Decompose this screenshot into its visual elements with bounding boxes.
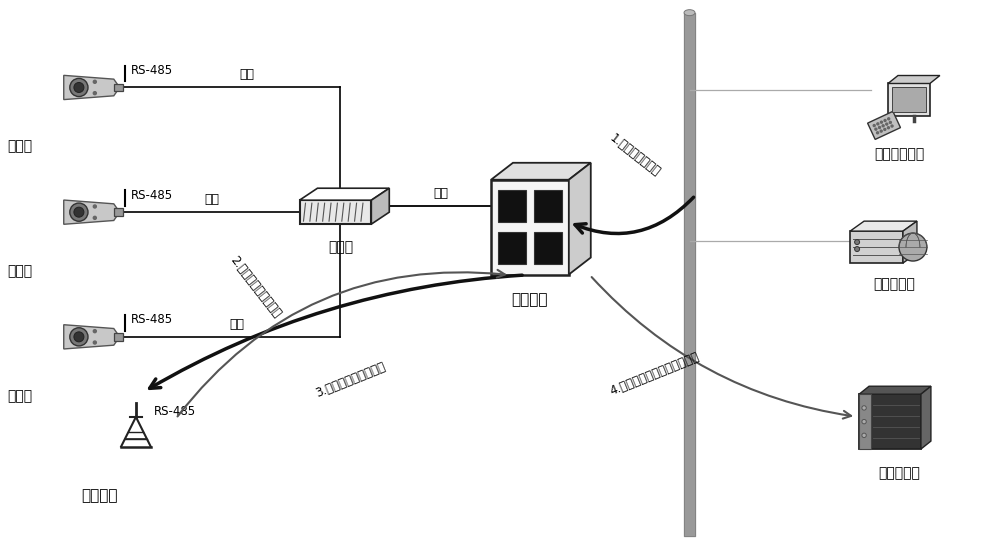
Polygon shape xyxy=(64,200,118,224)
Circle shape xyxy=(862,420,866,424)
Polygon shape xyxy=(491,163,591,180)
Polygon shape xyxy=(114,333,123,341)
Text: 摄像头: 摄像头 xyxy=(7,264,32,278)
Text: 光纤: 光纤 xyxy=(240,68,255,82)
Text: RS-485: RS-485 xyxy=(131,64,173,77)
Circle shape xyxy=(74,207,84,217)
Circle shape xyxy=(880,130,882,132)
Polygon shape xyxy=(868,112,900,140)
Text: 接收服务器: 接收服务器 xyxy=(878,466,920,481)
Circle shape xyxy=(873,125,875,126)
Circle shape xyxy=(882,125,884,127)
Text: RS-485: RS-485 xyxy=(131,189,173,201)
Polygon shape xyxy=(371,188,389,224)
Text: 监测设备: 监测设备 xyxy=(81,489,118,503)
Circle shape xyxy=(855,247,860,252)
Text: 光端机: 光端机 xyxy=(328,240,353,254)
Circle shape xyxy=(93,80,96,83)
Polygon shape xyxy=(892,87,926,113)
Circle shape xyxy=(879,126,881,129)
Polygon shape xyxy=(534,190,562,222)
Circle shape xyxy=(855,240,860,245)
Text: 光纤: 光纤 xyxy=(433,187,448,200)
Text: 2.矩阵转发指令给设备: 2.矩阵转发指令给设备 xyxy=(228,254,284,320)
Polygon shape xyxy=(300,188,389,200)
Polygon shape xyxy=(491,180,569,274)
Text: 光纤: 光纤 xyxy=(230,318,245,331)
Polygon shape xyxy=(114,208,123,216)
Circle shape xyxy=(93,341,96,344)
Circle shape xyxy=(884,119,886,121)
Polygon shape xyxy=(888,76,940,83)
Circle shape xyxy=(70,78,88,97)
Text: 光纤: 光纤 xyxy=(204,193,219,206)
Polygon shape xyxy=(300,200,371,224)
Circle shape xyxy=(877,123,879,125)
Circle shape xyxy=(74,82,84,93)
Circle shape xyxy=(93,92,96,95)
Polygon shape xyxy=(888,83,930,116)
Circle shape xyxy=(875,128,877,130)
Polygon shape xyxy=(859,394,871,449)
Polygon shape xyxy=(64,75,118,99)
Circle shape xyxy=(93,330,96,333)
Polygon shape xyxy=(921,386,931,449)
Text: 1.发送指令给矩阵: 1.发送指令给矩阵 xyxy=(607,131,662,179)
Polygon shape xyxy=(114,84,123,91)
Circle shape xyxy=(70,203,88,221)
Polygon shape xyxy=(859,394,921,449)
Circle shape xyxy=(93,205,96,208)
Circle shape xyxy=(862,406,866,410)
Circle shape xyxy=(886,123,888,125)
Text: RS-485: RS-485 xyxy=(154,405,196,418)
Polygon shape xyxy=(850,231,903,263)
Circle shape xyxy=(884,129,886,130)
Circle shape xyxy=(877,132,879,134)
Polygon shape xyxy=(850,221,917,231)
Text: 摄像头: 摄像头 xyxy=(7,389,32,403)
Polygon shape xyxy=(534,232,562,264)
Circle shape xyxy=(74,332,84,342)
Circle shape xyxy=(889,121,891,124)
Polygon shape xyxy=(498,232,526,264)
Text: 3.设备发送数据给矩阵: 3.设备发送数据给矩阵 xyxy=(314,360,387,400)
Polygon shape xyxy=(859,386,931,394)
Polygon shape xyxy=(569,163,591,274)
Circle shape xyxy=(891,125,893,127)
Circle shape xyxy=(887,127,889,129)
Polygon shape xyxy=(498,190,526,222)
Ellipse shape xyxy=(684,10,695,15)
Text: 摄像头: 摄像头 xyxy=(7,139,32,153)
Text: 视频控制显示: 视频控制显示 xyxy=(874,147,924,161)
Text: RS-485: RS-485 xyxy=(131,314,173,326)
Polygon shape xyxy=(684,13,695,537)
Circle shape xyxy=(70,328,88,346)
Polygon shape xyxy=(64,325,118,349)
Circle shape xyxy=(880,121,882,123)
Circle shape xyxy=(888,118,890,120)
Text: 视频矩阵: 视频矩阵 xyxy=(512,292,548,307)
Text: 视频服务器: 视频服务器 xyxy=(873,277,915,291)
Text: 4.矩阵发送数据给接收服务器: 4.矩阵发送数据给接收服务器 xyxy=(608,350,701,397)
Polygon shape xyxy=(903,221,917,263)
Circle shape xyxy=(899,233,927,261)
Circle shape xyxy=(862,433,866,438)
Circle shape xyxy=(93,216,96,219)
